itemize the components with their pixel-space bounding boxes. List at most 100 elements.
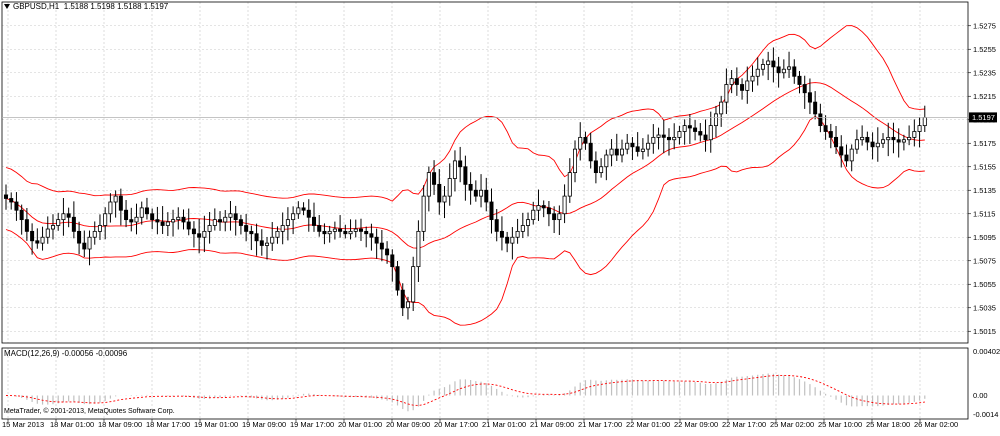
candle-bull [860, 136, 865, 141]
candle-bear [839, 146, 844, 156]
candle-bear [489, 201, 494, 221]
candle-bear [317, 225, 322, 232]
time-label: 21 Mar 09:00 [530, 420, 574, 429]
candle-bear [124, 209, 129, 221]
price-label: 1.5095 [973, 233, 996, 242]
price-label: 1.5035 [973, 303, 996, 312]
candle-bear [776, 66, 781, 74]
candle-bear [301, 207, 306, 211]
candle-bear [891, 136, 896, 141]
candle-bear [473, 189, 478, 197]
candle-bear [661, 134, 666, 138]
candle-bear [823, 125, 828, 132]
price-label: 1.5215 [973, 92, 996, 101]
candle-bull [672, 136, 677, 141]
candle-bull [212, 219, 217, 226]
candle-bull [526, 219, 531, 226]
candle-bear [191, 228, 196, 235]
candle-bear [541, 205, 546, 209]
candle-bull [353, 228, 358, 232]
current-price-label: 1.5197 [972, 113, 995, 122]
candle-bear [218, 219, 223, 223]
time-label: 19 Mar 09:00 [242, 420, 286, 429]
candle-bear [437, 183, 442, 203]
candle-bull [113, 195, 118, 203]
candle-bear [160, 221, 165, 226]
candle-bull [912, 131, 917, 138]
candle-bull [922, 117, 927, 127]
candle-bull [886, 136, 891, 141]
candle-bull [620, 148, 625, 156]
candle-bear [494, 219, 499, 232]
candle-bull [411, 266, 416, 303]
candle-bull [348, 230, 353, 235]
candle-bull [656, 134, 661, 138]
candle-bear [698, 131, 703, 136]
candle-bull [426, 172, 431, 197]
candle-bull [228, 213, 233, 218]
bollinger-lower [5, 115, 925, 326]
candle-bull [171, 219, 176, 223]
candle-bull [599, 166, 604, 174]
chart-title: GBPUSD,H1 1.5188 1.5198 1.5188 1.5197 [4, 2, 168, 11]
candle-bull [510, 236, 515, 244]
candle-bear [129, 219, 134, 223]
candle-bear [484, 189, 489, 203]
candle-bull [416, 230, 421, 268]
candle-bull [61, 213, 66, 221]
candle-bear [259, 240, 264, 246]
price-label: 1.5075 [973, 256, 996, 265]
candle-bull [745, 80, 750, 91]
dropdown-triangle-icon[interactable] [4, 4, 10, 10]
candle-bear [19, 209, 24, 221]
time-label: 25 Mar 18:00 [866, 420, 910, 429]
candle-bull [139, 207, 144, 218]
bollinger-upper [5, 25, 925, 202]
candle-bull [557, 213, 562, 221]
candle-bull [45, 228, 50, 238]
candle-bull [207, 225, 212, 232]
candle-bull [849, 148, 854, 162]
candle-bear [82, 242, 87, 250]
candle-bear [687, 125, 692, 129]
candle-bear [792, 66, 797, 77]
time-label: 15 Mar 2013 [2, 420, 44, 429]
candle-bear [238, 219, 243, 226]
macd-title: MACD(12,26,9) -0.00056 -0.00096 [4, 349, 128, 358]
candle-bull [108, 201, 113, 215]
candle-bull [56, 219, 61, 226]
candle-bull [103, 213, 108, 226]
candle-bear [249, 230, 254, 235]
candle-bear [144, 207, 149, 215]
candle-bull [729, 78, 734, 85]
candle-bull [97, 225, 102, 232]
candle-bull [750, 75, 755, 82]
candle-bear [818, 113, 823, 127]
candle-bear [588, 142, 593, 162]
candle-bull [881, 139, 886, 144]
candle-bear [306, 209, 311, 218]
candle-bull [562, 195, 567, 215]
candle-bear [666, 136, 671, 141]
time-label: 22 Mar 01:00 [626, 420, 670, 429]
candle-bull [724, 84, 729, 103]
candle-bull [536, 205, 541, 211]
candle-bull [604, 154, 609, 168]
candle-bull [755, 68, 760, 77]
candle-bull [421, 195, 426, 232]
candle-bear [150, 213, 155, 221]
price-label: 1.5055 [973, 280, 996, 289]
candle-bear [896, 139, 901, 143]
candle-bull [677, 131, 682, 138]
candle-bear [807, 92, 812, 103]
candle-bear [244, 225, 249, 232]
candle-bear [77, 230, 82, 244]
candle-bear [9, 198, 14, 203]
candle-bull [766, 60, 771, 65]
candle-bear [870, 141, 875, 148]
candle-bear [66, 213, 71, 218]
time-label: 22 Mar 17:00 [722, 420, 766, 429]
candle-bull [479, 189, 484, 197]
